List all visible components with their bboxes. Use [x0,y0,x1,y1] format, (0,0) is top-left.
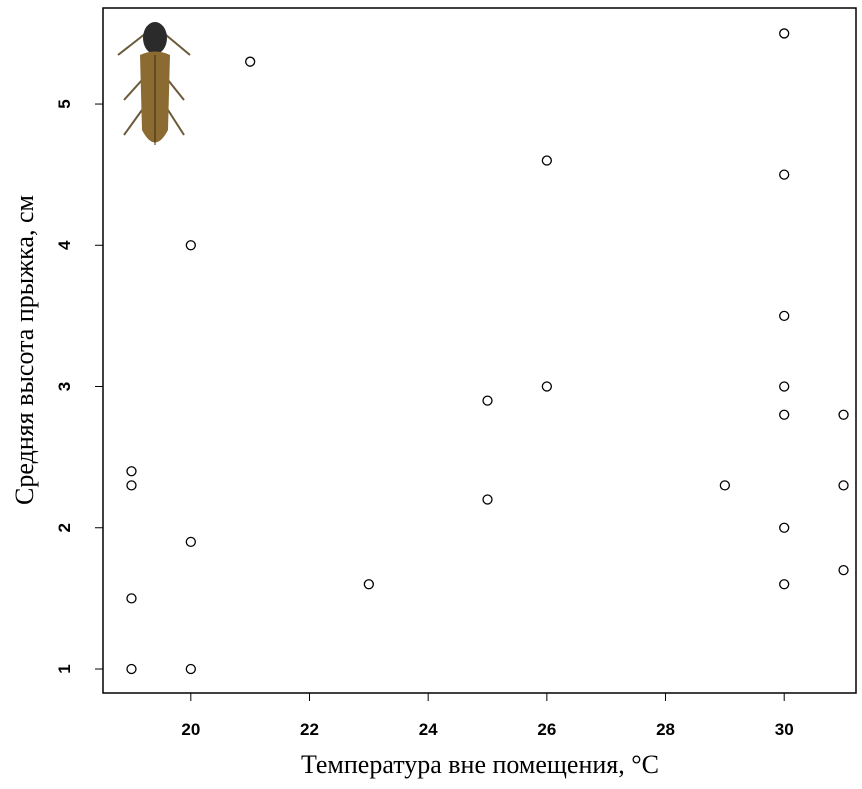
point [185,663,196,675]
x-tick-label: 28 [656,720,675,739]
point [779,522,790,533]
point [126,663,137,675]
x-tick-label: 26 [537,720,556,739]
x-tick-label: 22 [300,720,319,739]
point [779,381,790,392]
x-tick-label: 30 [775,720,794,739]
point [779,169,790,180]
point [779,409,790,420]
y-tick-label: 4 [55,240,74,250]
point [482,494,493,505]
point [245,56,256,67]
point [541,155,552,166]
x-tick-label: 20 [181,720,200,739]
point [779,579,790,590]
point [482,395,493,406]
point [363,579,374,590]
point [779,28,790,39]
y-tick-label: 3 [55,382,74,391]
x-tick-label: 24 [419,720,438,739]
point [126,480,137,491]
plot-frame [102,7,857,694]
point [838,480,849,491]
point [719,480,731,491]
y-tick-label: 2 [55,523,74,532]
y-tick-label: 5 [55,99,74,108]
y-axis-title: Средняя высота прыжка, см [10,195,39,505]
point [185,536,196,548]
y-tick-label: 1 [55,664,74,673]
beetle-icon [117,22,191,145]
point [185,240,196,251]
point [838,409,849,420]
point [838,564,849,576]
x-axis-title: Температура вне помещения, °C [301,750,659,779]
point [126,466,137,477]
point [779,310,790,322]
point [126,593,137,604]
point [541,381,552,392]
